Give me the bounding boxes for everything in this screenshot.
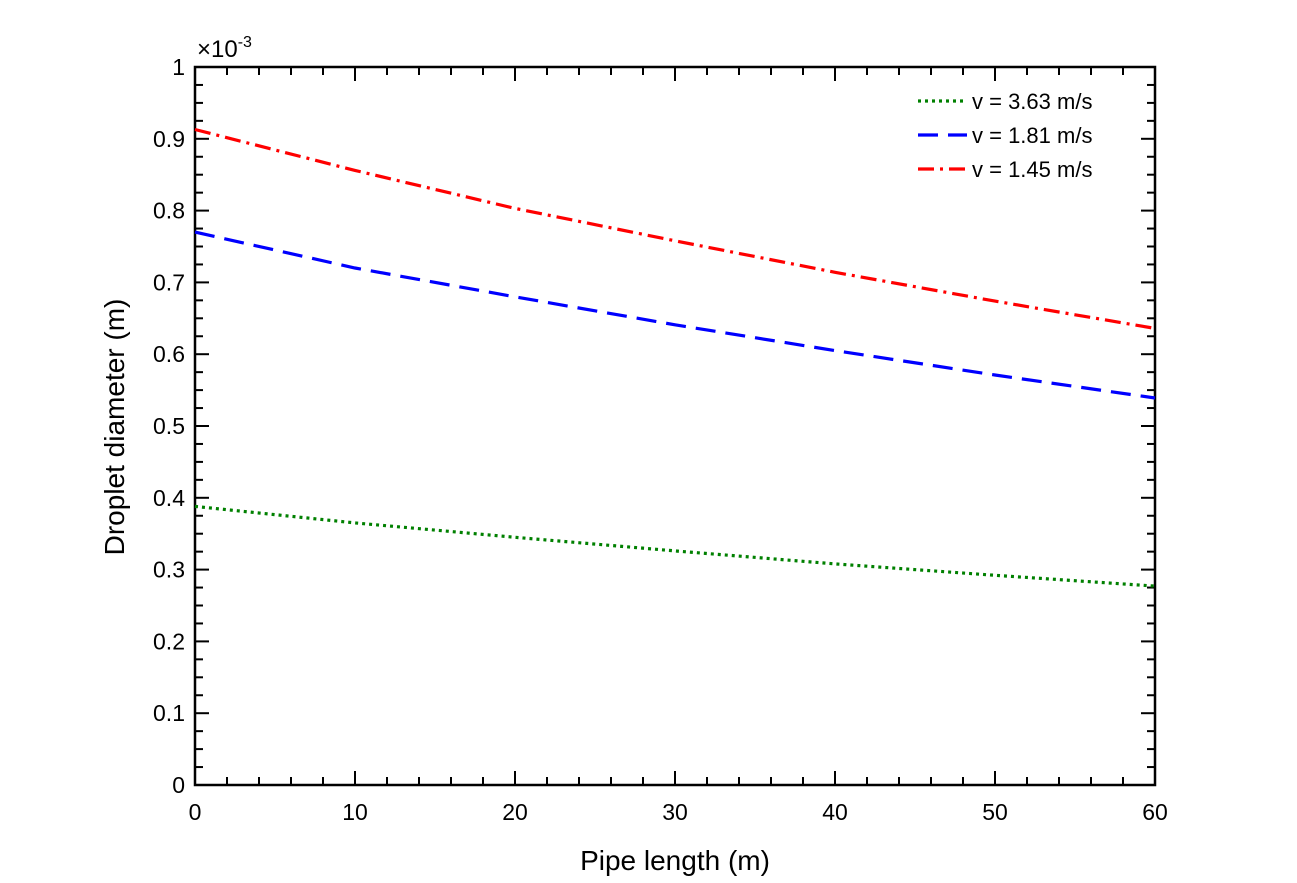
y-tick-label: 1 xyxy=(172,54,185,80)
y-tick-label: 0.4 xyxy=(153,485,185,511)
x-tick-label: 50 xyxy=(982,799,1008,825)
y-tick-label: 0.1 xyxy=(153,700,185,726)
legend-label-3: v = 1.45 m/s xyxy=(972,157,1092,182)
y-axis-multiplier: ×10-3 xyxy=(197,34,252,63)
legend-label-2: v = 1.81 m/s xyxy=(972,123,1092,148)
series-line-3 xyxy=(194,127,1156,330)
x-tick-label: 40 xyxy=(822,799,848,825)
x-tick-label: 20 xyxy=(502,799,528,825)
y-tick-label: 0 xyxy=(172,772,185,798)
legend-label-1: v = 3.63 m/s xyxy=(972,89,1092,114)
y-multiplier-base: ×10 xyxy=(197,36,238,63)
x-tick-label: 60 xyxy=(1142,799,1168,825)
x-axis-label: Pipe length (m) xyxy=(580,845,770,876)
y-tick-label: 0.9 xyxy=(153,126,185,152)
x-tick-label: 10 xyxy=(342,799,368,825)
y-tick-label: 0.8 xyxy=(153,198,185,224)
x-tick-label: 30 xyxy=(662,799,688,825)
y-axis-label: Droplet diameter (m) xyxy=(99,299,130,556)
plot-marks: 0 10 20 30 40 50 60 0 0.1 0.2 0.3 0.4 0.5 0.6 0.7 0.8 0.… xyxy=(153,54,1168,825)
y-tick-label: 0.7 xyxy=(153,269,185,295)
y-tick-label: 0.3 xyxy=(153,557,185,583)
y-tick-label: 0.5 xyxy=(153,413,185,439)
y-multiplier-exponent: -3 xyxy=(238,34,252,51)
y-tick-label: 0.6 xyxy=(153,341,185,367)
series-line-1 xyxy=(194,504,1156,588)
series-line-2 xyxy=(194,230,1156,400)
x-tick-label: 0 xyxy=(189,799,202,825)
y-tick-label: 0.2 xyxy=(153,628,185,654)
